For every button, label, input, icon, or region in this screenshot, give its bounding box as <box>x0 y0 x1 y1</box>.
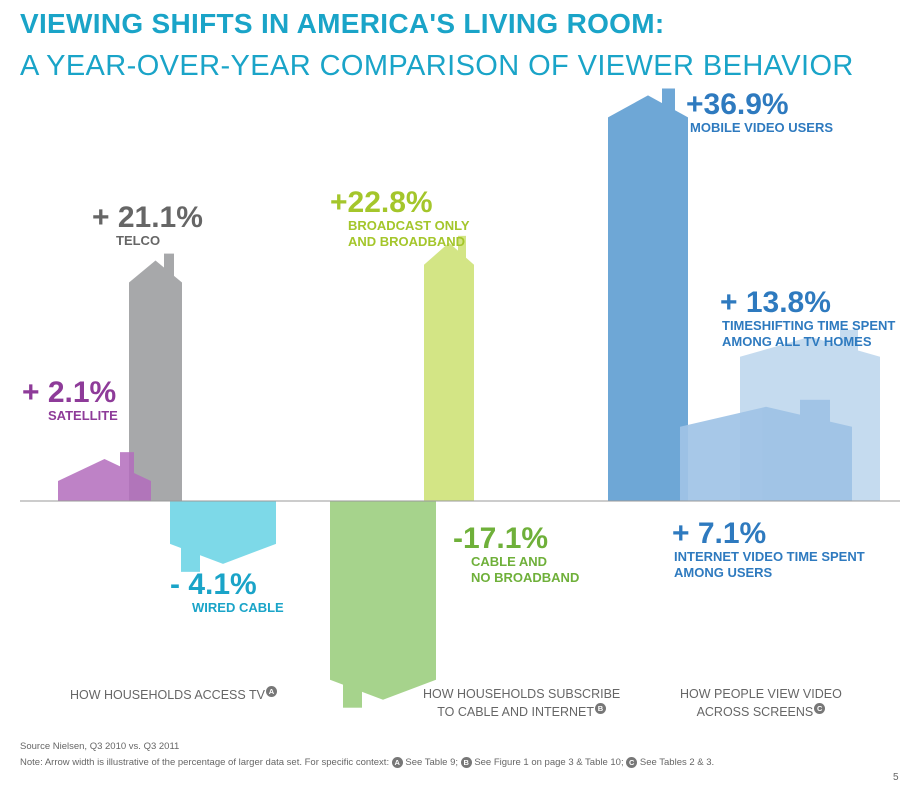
footnote-badge-a-icon: A <box>391 757 403 768</box>
value-label-satellite: + 2.1% <box>22 376 117 409</box>
value-label-internet-video: + 7.1% <box>672 517 767 550</box>
label-satellite: + 2.1% SATELLITE <box>22 378 118 424</box>
bar-telco <box>129 253 182 501</box>
bar-shape-mobile-video <box>608 95 688 502</box>
chimney-satellite <box>120 452 134 501</box>
footnote-ref-c: See Tables 2 & 3. <box>639 757 715 769</box>
category-label-cable-line2: NO BROADBAND <box>471 570 580 585</box>
group-label-subscribe-line1: HOW HOUSEHOLDS SUBSCRIBE <box>423 687 621 701</box>
category-label-telco: TELCO <box>116 233 161 248</box>
value-label-wired-cable: - 4.1% <box>170 568 257 601</box>
category-label-broadcast-line2: AND BROADBAND <box>348 234 465 249</box>
group-label-screens: HOW PEOPLE VIEW VIDEO ACROSS SCREENS C <box>680 686 842 721</box>
label-internet-video: + 7.1% INTERNET VIDEO TIME SPENT AMONG U… <box>672 519 865 581</box>
category-label-cable-line1: CABLE AND <box>471 554 548 569</box>
category-label-timeshifting-line2: AMONG ALL TV HOMES <box>722 334 872 349</box>
badge-b-icon: B <box>595 703 606 714</box>
badge-c-icon: C <box>814 703 826 714</box>
label-broadcast-broadband: +22.8% BROADCAST ONLY AND BROADBAND <box>330 188 470 250</box>
page-title: VIEWING SHIFTS IN AMERICA'S LIVING ROOM: <box>20 8 665 39</box>
category-label-internet-line1: INTERNET VIDEO TIME SPENT <box>674 549 865 564</box>
group-label-screens-line1: HOW PEOPLE VIEW VIDEO <box>680 687 842 701</box>
group-label-screens-line2: ACROSS SCREENS <box>696 705 814 720</box>
category-label-mobile-video: MOBILE VIDEO USERS <box>690 120 834 135</box>
badge-a-icon: A <box>265 686 277 697</box>
bar-mobile-video <box>608 88 688 502</box>
value-label-mobile-video: +36.9% <box>686 88 789 121</box>
footnote: Note: Arrow width is illustrative of the… <box>20 757 714 768</box>
chimney-telco <box>164 253 174 501</box>
category-label-timeshifting-line1: TIMESHIFTING TIME SPENT <box>722 318 896 333</box>
footnote-ref-a: See Table 9; <box>405 757 459 769</box>
label-timeshifting: + 13.8% TIMESHIFTING TIME SPENT AMONG AL… <box>720 288 895 350</box>
category-label-wired-cable: WIRED CABLE <box>192 600 284 615</box>
bar-shape-cable-no-broadband <box>330 501 436 700</box>
value-label-timeshifting: + 13.8% <box>720 286 831 319</box>
chimney-mobile-video <box>662 88 675 502</box>
category-label-broadcast-line1: BROADCAST ONLY <box>348 218 470 233</box>
bar-satellite <box>58 452 151 501</box>
label-cable-no-broadband: -17.1% CABLE AND NO BROADBAND <box>453 524 579 586</box>
bar-cable-no-broadband <box>330 501 436 708</box>
group-label-subscribe: HOW HOUSEHOLDS SUBSCRIBE TO CABLE AND IN… <box>423 686 620 721</box>
group-label-access-text: HOW HOUSEHOLDS ACCESS TV <box>70 688 265 703</box>
chimney-broadcast-broadband <box>458 235 466 501</box>
source-note: Source Nielsen, Q3 2010 vs. Q3 2011 <box>20 741 180 752</box>
footnote-badge-c-icon: C <box>626 757 638 768</box>
page-subtitle: A YEAR-OVER-YEAR COMPARISON OF VIEWER BE… <box>20 50 854 82</box>
category-label-internet-line2: AMONG USERS <box>674 565 773 580</box>
value-label-broadcast-broadband: +22.8% <box>330 186 433 219</box>
bar-shape-broadcast-broadband <box>424 242 474 502</box>
label-wired-cable: - 4.1% WIRED CABLE <box>170 570 284 616</box>
value-label-telco: + 21.1% <box>92 201 203 234</box>
chimney-internet-video <box>800 399 830 501</box>
bar-internet-video <box>680 399 852 501</box>
bar-shape-telco <box>129 260 182 501</box>
chimney-wired-cable <box>181 541 200 572</box>
chimney-cable-no-broadband <box>343 677 362 708</box>
label-telco: + 21.1% TELCO <box>92 203 203 249</box>
footnote-ref-b: See Figure 1 on page 3 & Table 10; <box>474 757 624 769</box>
footnote-text: Note: Arrow width is illustrative of the… <box>20 757 390 769</box>
value-label-cable-no-broadband: -17.1% <box>453 522 549 555</box>
bar-broadcast-broadband <box>424 235 474 502</box>
label-mobile-video: +36.9% MOBILE VIDEO USERS <box>686 90 833 136</box>
group-label-access: HOW HOUSEHOLDS ACCESS TV A <box>70 686 277 704</box>
category-label-satellite: SATELLITE <box>48 408 118 423</box>
bar-wired-cable <box>170 501 276 572</box>
group-label-subscribe-line2: TO CABLE AND INTERNET <box>437 705 594 720</box>
page-number: 5 <box>893 772 899 783</box>
footnote-badge-b-icon: B <box>460 757 472 768</box>
